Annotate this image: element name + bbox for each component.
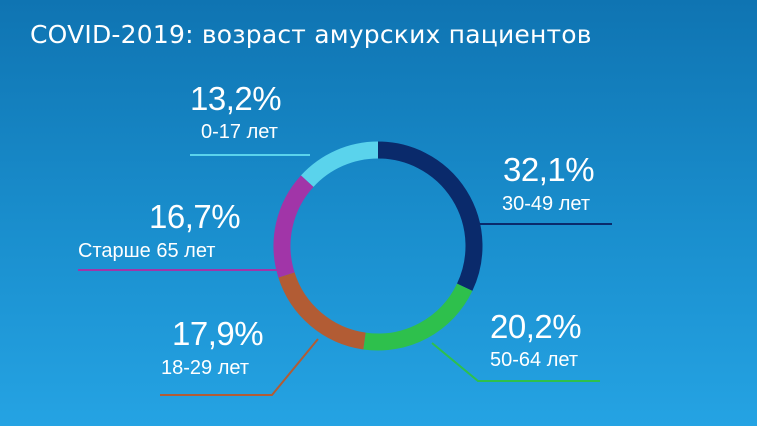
donut-ring	[273, 141, 483, 351]
value-label-65-plus: 16,7%	[149, 198, 241, 235]
slice-0-17	[300, 141, 379, 188]
value-label-50-64: 20,2%	[490, 308, 582, 345]
category-label-18-29: 18-29 лет	[161, 357, 249, 379]
slice-50-64	[363, 283, 473, 351]
category-label-50-64: 50-64 лет	[490, 349, 578, 371]
slice-65-plus	[273, 175, 314, 278]
value-label-30-49: 32,1%	[503, 151, 595, 188]
category-label-30-49: 30-49 лет	[502, 193, 590, 215]
category-label-0-17: 0-17 лет	[201, 121, 278, 143]
leader-line-50-64	[431, 342, 600, 382]
slice-18-29	[278, 272, 366, 350]
leader-line-18-29	[160, 338, 319, 396]
leader-lines	[78, 154, 612, 396]
slice-30-49	[377, 141, 483, 291]
value-label-0-17: 13,2%	[190, 80, 282, 117]
value-label-18-29: 17,9%	[172, 315, 264, 352]
category-label-65-plus: Старше 65 лет	[78, 240, 216, 262]
chart-title: COVID-2019: возраст амурских пациентов	[30, 20, 592, 49]
